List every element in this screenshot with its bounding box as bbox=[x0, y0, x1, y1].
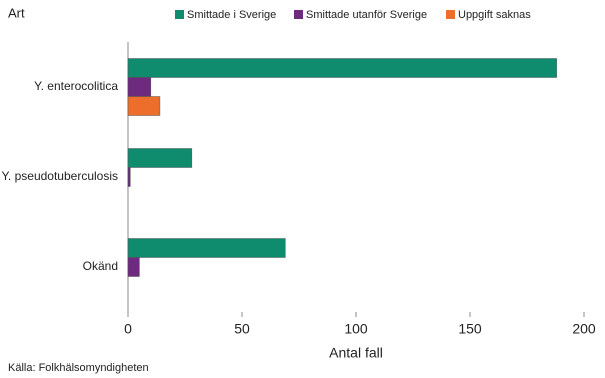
x-tick-label: 100 bbox=[344, 321, 368, 337]
bar bbox=[127, 96, 161, 116]
legend-label: Uppgift saknas bbox=[458, 9, 531, 21]
y-tick-label: Y. enterocolitica bbox=[34, 79, 118, 93]
x-tick-label: 0 bbox=[124, 321, 132, 337]
x-tick-label: 150 bbox=[458, 321, 482, 337]
bar bbox=[127, 148, 193, 168]
chart-title: Art bbox=[8, 5, 25, 20]
legend-swatch bbox=[175, 10, 184, 19]
bar bbox=[127, 58, 557, 78]
x-axis-label: Antal fall bbox=[329, 345, 383, 361]
legend-label: Smittade i Sverige bbox=[187, 9, 276, 21]
y-tick-label: Okänd bbox=[83, 259, 118, 273]
y-tick-label: Y. pseudotuberculosis bbox=[1, 169, 118, 183]
x-tick-label: 50 bbox=[234, 321, 250, 337]
x-tick-label: 200 bbox=[572, 321, 596, 337]
bar bbox=[127, 257, 140, 277]
source: Källa: Folkhälsomyndigheten bbox=[8, 362, 149, 374]
bar bbox=[127, 167, 131, 187]
bar bbox=[127, 238, 286, 258]
legend-swatch bbox=[446, 10, 455, 19]
legend-label: Smittade utanför Sverige bbox=[306, 9, 427, 21]
legend-swatch bbox=[294, 10, 303, 19]
bar bbox=[127, 77, 152, 97]
